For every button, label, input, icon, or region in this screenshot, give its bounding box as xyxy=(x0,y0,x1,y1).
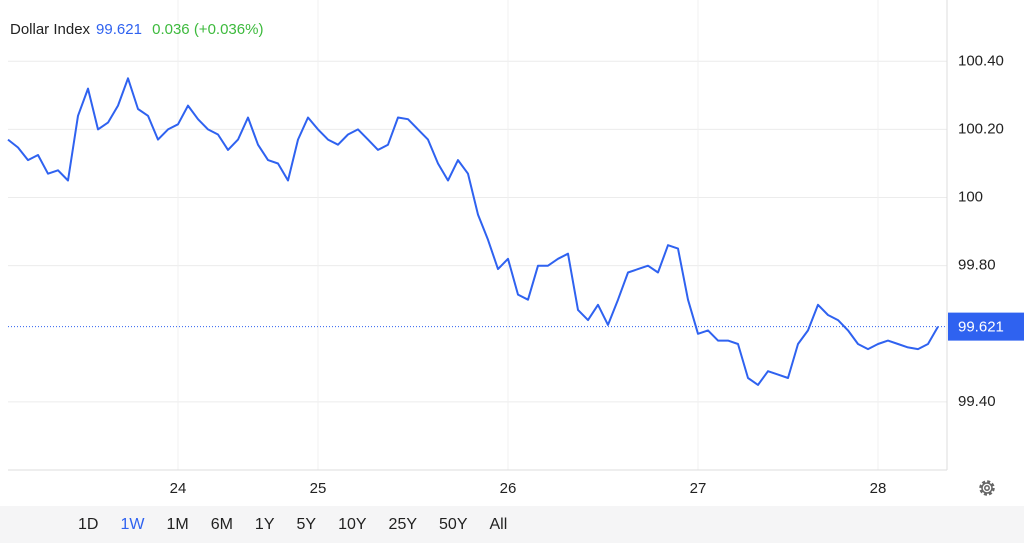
range-button[interactable]: All xyxy=(489,516,508,533)
range-button[interactable]: 50Y xyxy=(439,516,468,533)
x-tick-label: 24 xyxy=(170,480,187,497)
y-tick-label: 100 xyxy=(958,189,983,206)
y-tick-label: 99.80 xyxy=(958,257,996,274)
range-button[interactable]: 5Y xyxy=(296,516,317,533)
y-tick-label: 99.40 xyxy=(958,393,996,410)
change: 0.036 (+0.036%) xyxy=(152,21,264,38)
price-line xyxy=(7,77,939,386)
range-button[interactable]: 25Y xyxy=(388,516,418,533)
settings-icon[interactable] xyxy=(979,480,995,496)
range-button[interactable]: 1M xyxy=(166,516,189,533)
x-tick-label: 27 xyxy=(690,480,707,497)
x-tick-label: 26 xyxy=(500,480,517,497)
last-value-badge xyxy=(948,312,1024,341)
range-bar: 1D 1W 1M 6M 1Y 5Y 10Y 25Y 50Y All xyxy=(0,506,1024,543)
range-button[interactable]: 1D xyxy=(78,516,99,533)
range-button[interactable]: 1Y xyxy=(254,516,275,533)
y-tick-label: 100.20 xyxy=(958,120,1004,137)
last-value-label: 99.621 xyxy=(958,319,1004,336)
x-tick-label: 28 xyxy=(870,480,887,497)
range-button[interactable]: 10Y xyxy=(338,516,367,533)
range-buttons: 1D 1W 1M 6M 1Y 5Y 10Y 25Y 50Y All xyxy=(78,516,529,534)
header: Dollar Index 99.621 0.036 (+0.036%) xyxy=(10,21,269,38)
range-button[interactable]: 6M xyxy=(210,516,233,533)
chart: 100.40 100.20 100 99.80 99.40 24 25 26 27 28 99.62… xyxy=(7,0,1024,497)
y-tick-label: 100.40 xyxy=(958,52,1004,69)
range-button[interactable]: 1W xyxy=(120,516,145,533)
x-tick-label: 25 xyxy=(310,480,327,497)
price: 99.621 xyxy=(96,21,142,38)
title: Dollar Index xyxy=(10,21,91,38)
